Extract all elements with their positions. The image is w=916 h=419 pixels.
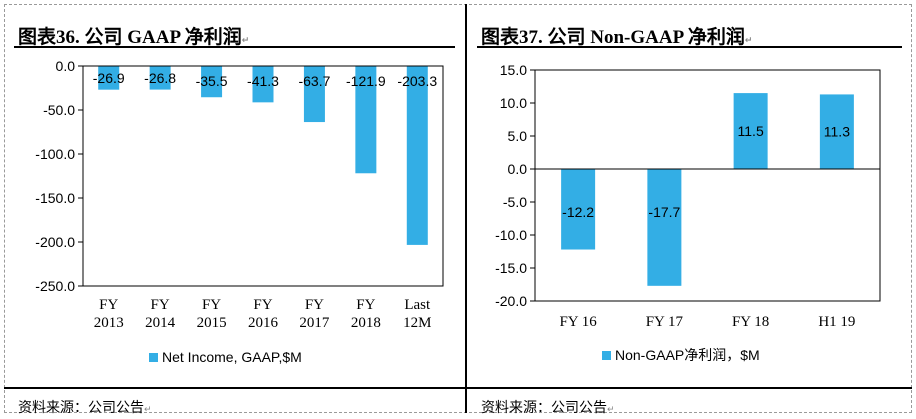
category-label: FY <box>202 297 221 313</box>
bar <box>733 93 768 169</box>
bar <box>252 66 274 103</box>
data-label: -35.5 <box>196 73 228 89</box>
y-tick-label: -50.0 <box>43 102 75 118</box>
bar <box>819 94 854 169</box>
bar <box>355 66 377 174</box>
legend-label: Non-GAAP净利润，$M <box>615 347 760 363</box>
bar <box>149 66 171 90</box>
legend-swatch <box>149 353 158 362</box>
title-divider <box>14 46 455 48</box>
y-tick-label: -150.0 <box>35 190 75 206</box>
data-label: 11.5 <box>738 123 764 139</box>
category-label: 2015 <box>197 315 227 331</box>
title-divider <box>477 46 902 48</box>
category-label: FY <box>356 297 375 313</box>
y-tick-label: 5.0 <box>508 128 528 144</box>
category-label: FY <box>99 297 118 313</box>
source-note: 资料来源：公司公告↵ <box>18 401 152 416</box>
data-label: -26.9 <box>93 70 125 86</box>
category-label: 2014 <box>145 315 176 331</box>
data-label: -26.8 <box>144 70 176 86</box>
data-label: -12.2 <box>562 204 594 220</box>
non-gaap-panel: 图表37. 公司 Non-GAAP 净利润↵ 15.0 10.0 5.0 0.0 -5.… <box>467 4 912 416</box>
data-label: -121.9 <box>346 73 386 89</box>
legend-swatch <box>602 351 611 360</box>
category-label: 2013 <box>94 315 124 331</box>
source-divider <box>4 387 465 389</box>
y-tick-label: 0.0 <box>508 161 528 177</box>
y-tick-label: -5.0 <box>503 194 527 210</box>
y-tick-label: -250.0 <box>35 278 75 294</box>
y-tick-label: -20.0 <box>495 293 527 309</box>
bar <box>561 169 596 250</box>
category-label: FY 16 <box>559 314 597 330</box>
data-label: -41.3 <box>247 73 279 89</box>
y-tick-label: -15.0 <box>495 260 527 276</box>
category-label: FY 18 <box>732 314 769 330</box>
gaap-net-income-chart: 0.0 -50.0 -100.0 -150.0 -200.0 -250.0 -26.9 -26… <box>35 58 444 365</box>
data-label: -63.7 <box>298 73 330 89</box>
bar <box>406 66 428 245</box>
data-label: -203.3 <box>397 73 437 89</box>
category-label: Last <box>404 297 431 313</box>
category-label: H1 19 <box>818 314 855 330</box>
category-label: 2018 <box>351 315 381 331</box>
non-gaap-net-income-chart: 15.0 10.0 5.0 0.0 -5.0 -10.0 -15.0 -20.0 -12.2 -1… <box>495 62 881 363</box>
legend-label: Net Income, GAAP,$M <box>162 349 302 365</box>
source-divider <box>467 387 912 389</box>
chart-title: 图表37. 公司 Non-GAAP 净利润↵ <box>481 27 753 48</box>
category-label: FY <box>253 297 272 313</box>
y-tick-label: 10.0 <box>500 95 527 111</box>
y-tick-label: -10.0 <box>495 227 527 243</box>
bar <box>647 169 682 286</box>
category-label: 12M <box>403 315 431 331</box>
data-label: -17.7 <box>648 204 680 220</box>
category-label: FY <box>305 297 324 313</box>
category-label: 2016 <box>248 315 279 331</box>
plot-area <box>534 69 881 302</box>
y-tick-label: -100.0 <box>35 146 75 162</box>
chart-title: 图表36. 公司 GAAP 净利润↵ <box>18 27 250 48</box>
category-label: 2017 <box>299 315 330 331</box>
bar <box>201 66 223 98</box>
figure-frame <box>4 4 912 413</box>
gaap-panel: 图表36. 公司 GAAP 净利润↵ 0.0 -50.0 -100.0 -150.0 -… <box>4 4 467 416</box>
bar <box>303 66 325 123</box>
source-note: 资料来源：公司公告↵ <box>481 401 615 416</box>
category-label: FY <box>151 297 170 313</box>
y-tick-label: 15.0 <box>500 62 527 78</box>
y-tick-label: -200.0 <box>35 234 75 250</box>
data-label: 11.3 <box>824 124 850 140</box>
category-label: FY 17 <box>646 314 684 330</box>
bar <box>98 66 120 90</box>
y-tick-label: 0.0 <box>56 58 76 74</box>
